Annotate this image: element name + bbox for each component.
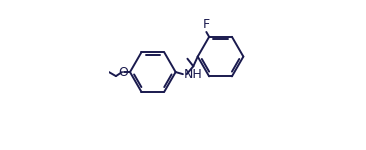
Text: O: O	[118, 66, 128, 79]
Text: NH: NH	[184, 68, 202, 81]
Text: F: F	[203, 18, 210, 31]
